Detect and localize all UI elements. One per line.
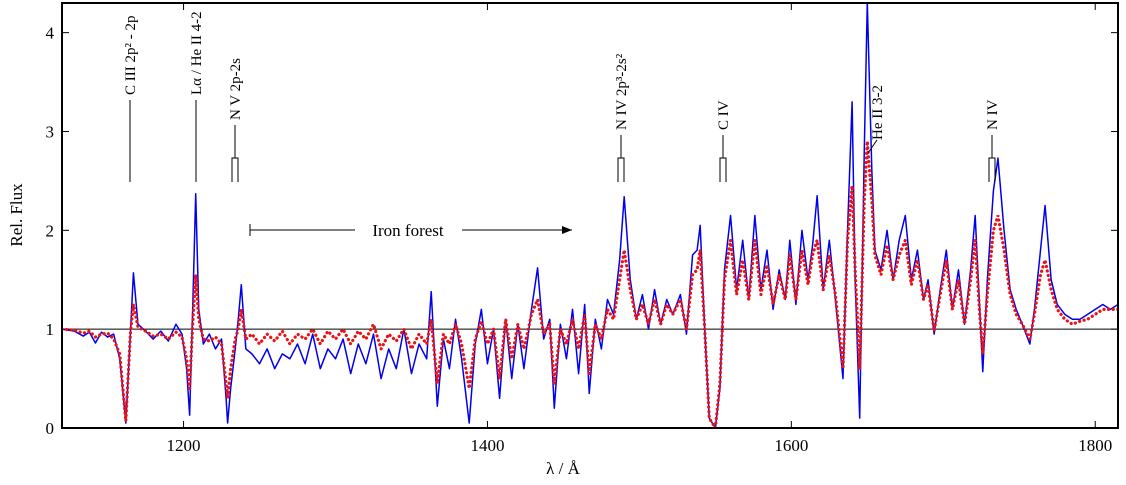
x-axis-label: λ / Å xyxy=(546,459,580,478)
iron-forest-bracket xyxy=(249,224,355,236)
x-tick-label: 1800 xyxy=(1078,436,1112,455)
y-tick-label: 1 xyxy=(46,320,55,339)
line-label: N IV xyxy=(985,99,1001,130)
line-label: C IV xyxy=(716,100,732,130)
spectrum-line xyxy=(62,141,1118,428)
doublet-bracket xyxy=(617,157,625,182)
y-tick-label: 0 xyxy=(46,419,55,438)
line-label: Lα / He II 4-2 xyxy=(189,11,205,95)
x-tick-label: 1600 xyxy=(774,436,808,455)
x-tick-label: 1400 xyxy=(470,436,504,455)
plot-frame xyxy=(61,2,1119,429)
line-label: C III 2p² - 2p xyxy=(123,16,139,95)
y-axis-label: Rel. Flux xyxy=(7,183,26,247)
y-tick-label: 4 xyxy=(46,24,55,43)
iron-forest-label: Iron forest xyxy=(372,221,444,240)
line-label: He II 3-2 xyxy=(870,85,886,140)
doublet-bracket xyxy=(231,157,239,182)
y-tick-label: 3 xyxy=(46,122,55,141)
x-tick-label: 1200 xyxy=(167,436,201,455)
line-label: N IV 2p³-2s² xyxy=(614,53,630,130)
label-connector xyxy=(867,139,878,154)
y-tick-label: 2 xyxy=(46,221,55,240)
doublet-bracket xyxy=(988,157,996,182)
plot-area xyxy=(62,3,1118,428)
line-label: N V 2p-2s xyxy=(228,58,244,120)
doublet-bracket xyxy=(719,157,727,182)
